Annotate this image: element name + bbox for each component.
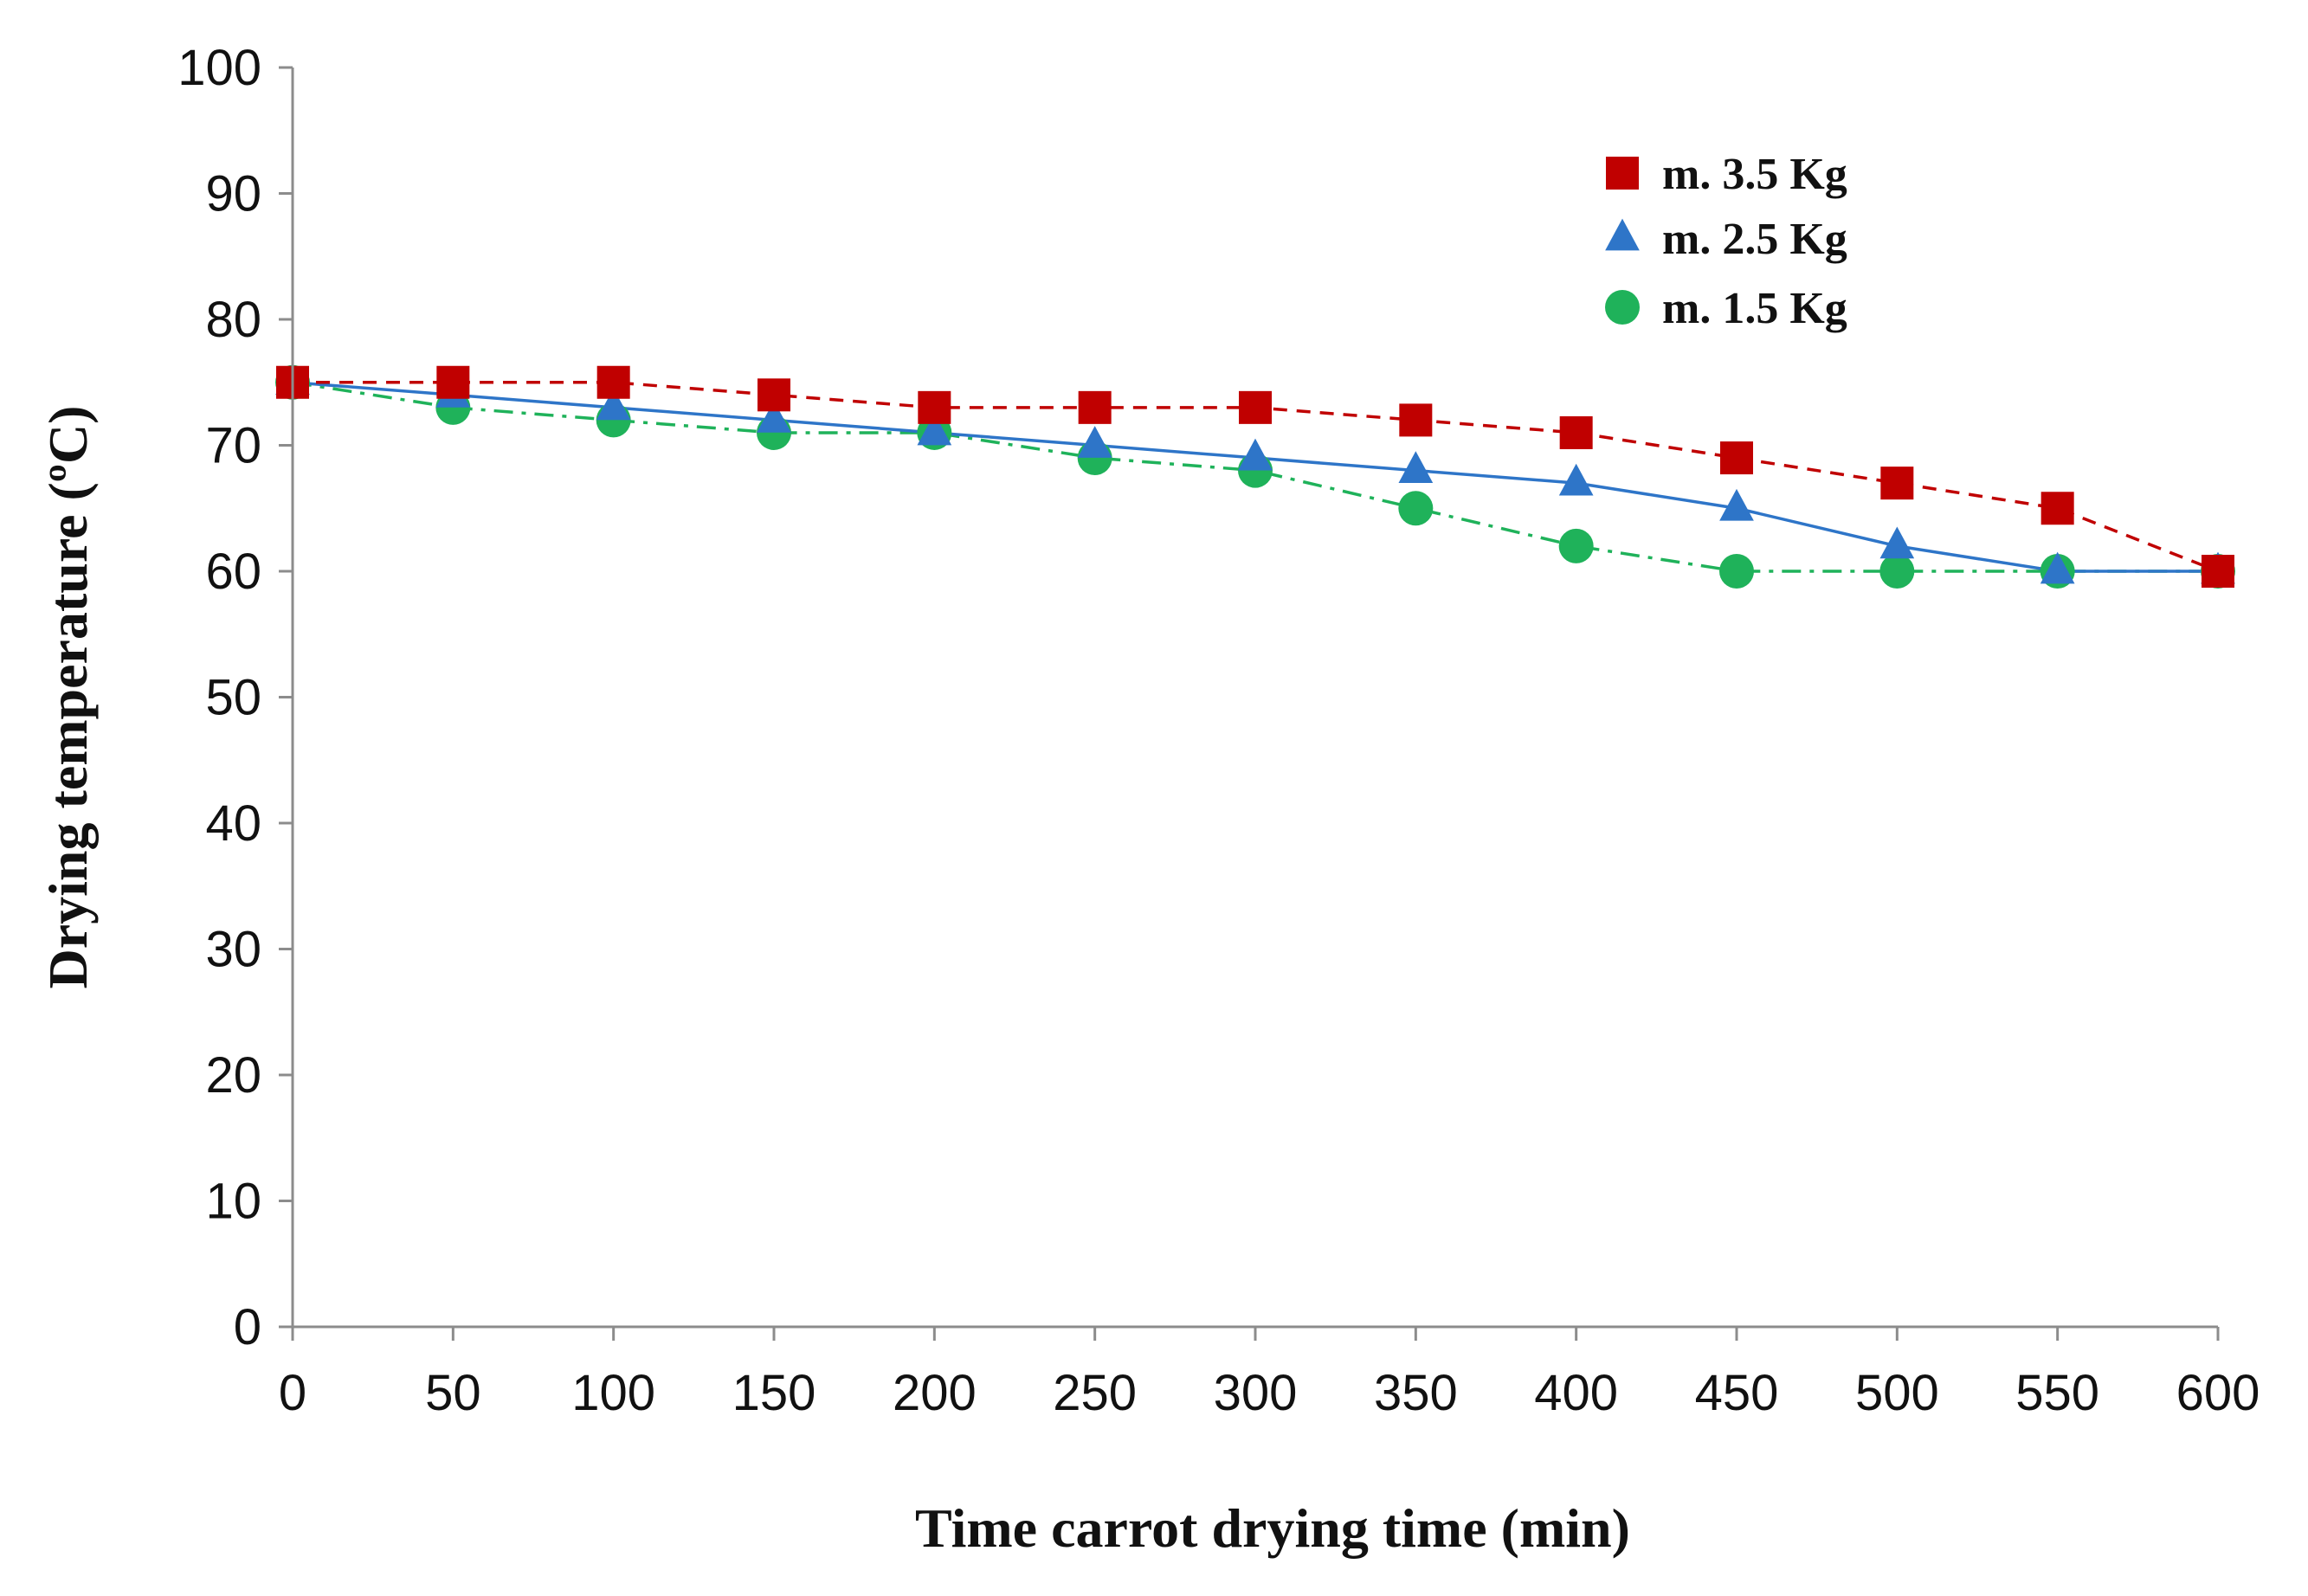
y-tick-label: 80 (205, 292, 261, 348)
data-point (1879, 554, 1915, 589)
data-point (2202, 555, 2234, 588)
x-tick-label: 400 (1534, 1365, 1618, 1421)
plot-area (275, 363, 2235, 589)
data-point (2040, 551, 2075, 584)
data-point (596, 365, 630, 399)
y-tick-label: 0 (234, 1299, 261, 1355)
legend-marker (1605, 290, 1640, 325)
data-point (1077, 426, 1112, 458)
y-axis: 0 10 20 30 40 50 60 70 80 90 100 (177, 40, 294, 1355)
y-tick-label: 10 (205, 1174, 261, 1230)
x-tick-label: 50 (425, 1365, 481, 1421)
x-tick-label: 550 (2015, 1365, 2099, 1421)
data-point (1558, 528, 1594, 563)
data-point (917, 413, 952, 446)
data-point (1239, 390, 1272, 424)
x-tick-label: 450 (1695, 1365, 1779, 1421)
data-point (1078, 390, 1112, 424)
data-point (1880, 467, 1914, 500)
data-point (596, 388, 631, 421)
data-point (1398, 451, 1434, 483)
x-axis-title: Time carrot drying time (min) (915, 1497, 1630, 1559)
legend-label: m. 2.5 Kg (1662, 215, 1847, 264)
legend-marker (1606, 157, 1639, 190)
data-point (1719, 488, 1754, 521)
data-point (757, 401, 791, 433)
data-point (758, 378, 790, 412)
x-axis: 0 50 100 150 200 250 300 350 400 450 500 550 600 (279, 1325, 2260, 1421)
x-tick-label: 600 (2176, 1365, 2260, 1421)
x-tick-label: 0 (279, 1365, 306, 1421)
data-point (1238, 438, 1273, 471)
y-tick-label: 70 (205, 418, 261, 474)
data-point (1398, 491, 1434, 526)
x-tick-label: 250 (1053, 1365, 1137, 1421)
y-tick-label: 30 (205, 922, 261, 978)
data-point (1558, 463, 1594, 496)
x-tick-label: 200 (893, 1365, 977, 1421)
data-point (436, 365, 470, 399)
x-tick-label: 150 (732, 1365, 816, 1421)
legend: m. 3.5 Kg m. 2.5 Kg m. 1.5 Kg (1605, 150, 1847, 333)
y-axis-title: Drying temperature (ºC) (37, 406, 99, 989)
legend-label: m. 3.5 Kg (1662, 150, 1847, 199)
data-point (918, 390, 951, 424)
y-tick-label: 100 (177, 40, 261, 96)
data-point (1719, 554, 1754, 589)
data-point (1399, 403, 1433, 437)
x-tick-label: 350 (1374, 1365, 1458, 1421)
x-tick-label: 500 (1855, 1365, 1939, 1421)
legend-marker (1605, 218, 1640, 251)
data-point (1720, 441, 1753, 475)
x-tick-label: 100 (571, 1365, 655, 1421)
data-point (1879, 526, 1915, 559)
x-tick-label: 300 (1214, 1365, 1298, 1421)
y-tick-label: 90 (205, 166, 261, 222)
y-tick-label: 20 (205, 1047, 261, 1104)
y-tick-label: 40 (205, 795, 261, 852)
y-tick-label: 50 (205, 670, 261, 726)
y-tick-label: 60 (205, 544, 261, 600)
legend-label: m. 1.5 Kg (1662, 284, 1847, 333)
data-point (2040, 492, 2074, 525)
data-point (1559, 415, 1593, 449)
